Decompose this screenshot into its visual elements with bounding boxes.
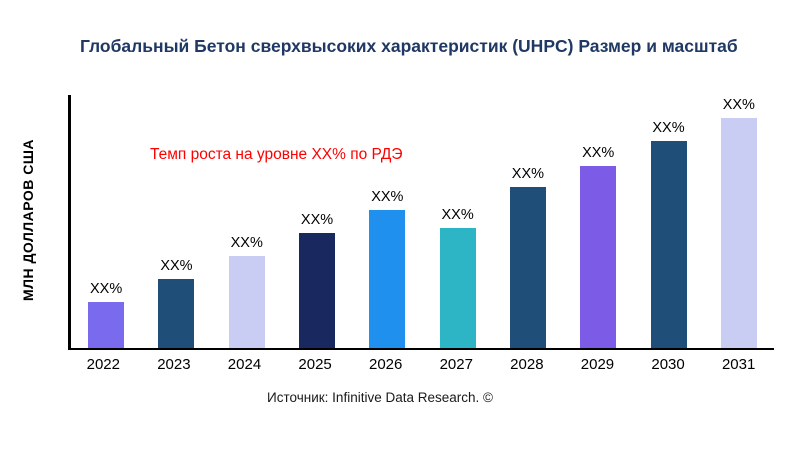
bar (509, 187, 546, 348)
source-caption: Источник: Infinitive Data Research. © (267, 390, 493, 405)
plot-area: XX% XX% XX% XX% XX% XX% XX% XX% XX% XX% (68, 95, 774, 350)
bar-value-label: XX% (722, 97, 755, 113)
bar (580, 166, 617, 348)
bar-value-label: XX% (230, 235, 263, 251)
bar (439, 228, 476, 348)
x-axis-tick: 2027 (439, 356, 473, 373)
x-axis-tick: 2024 (227, 356, 262, 373)
growth-rate-annotation: Темп роста на уровне XX% по РДЭ (150, 146, 403, 163)
bar-value-label: XX% (511, 166, 545, 182)
bar (228, 256, 265, 348)
x-axis-tick: 2022 (86, 356, 120, 373)
bar-column: XX% (212, 95, 282, 348)
bar-column: XX% (141, 95, 211, 348)
bar-value-label: XX% (90, 281, 123, 297)
bar-column: XX% (704, 95, 774, 348)
bar (650, 141, 687, 348)
bar-column: XX% (422, 95, 492, 348)
bar (369, 210, 406, 348)
x-axis-tick: 2031 (721, 356, 756, 373)
bar-value-label: XX% (441, 207, 474, 224)
bar-column: XX% (352, 95, 422, 348)
bar-value-label: XX% (652, 120, 685, 136)
x-axis-tick: 2026 (368, 356, 403, 373)
bar-column: XX% (493, 95, 563, 348)
bar (720, 118, 757, 348)
bar-value-label: XX% (160, 258, 193, 274)
x-axis-tick: 2023 (157, 356, 191, 373)
x-axis-labels: 2022 2023 2024 2025 2026 2027 2028 2029 2030 2031 (68, 356, 774, 373)
y-axis-label: МЛН ДОЛЛАРОВ США (20, 138, 36, 302)
bar-value-label: XX% (300, 212, 334, 228)
bar-column: XX% (633, 95, 703, 348)
bar-value-label: XX% (371, 189, 404, 205)
x-axis-tick: 2030 (651, 356, 685, 373)
bar-column: XX% (563, 95, 633, 348)
x-axis-tick: 2028 (510, 356, 544, 373)
bar-value-label: XX% (582, 145, 615, 162)
bar-column: XX% (282, 95, 352, 348)
x-axis-tick: 2029 (580, 356, 615, 373)
bar (158, 279, 195, 348)
x-axis-tick: 2025 (298, 356, 332, 373)
bar (299, 233, 336, 348)
page-title: Глобальный Бетон сверхвысоких характерис… (80, 36, 738, 56)
bar (88, 302, 125, 348)
bar-column: XX% (71, 95, 141, 348)
